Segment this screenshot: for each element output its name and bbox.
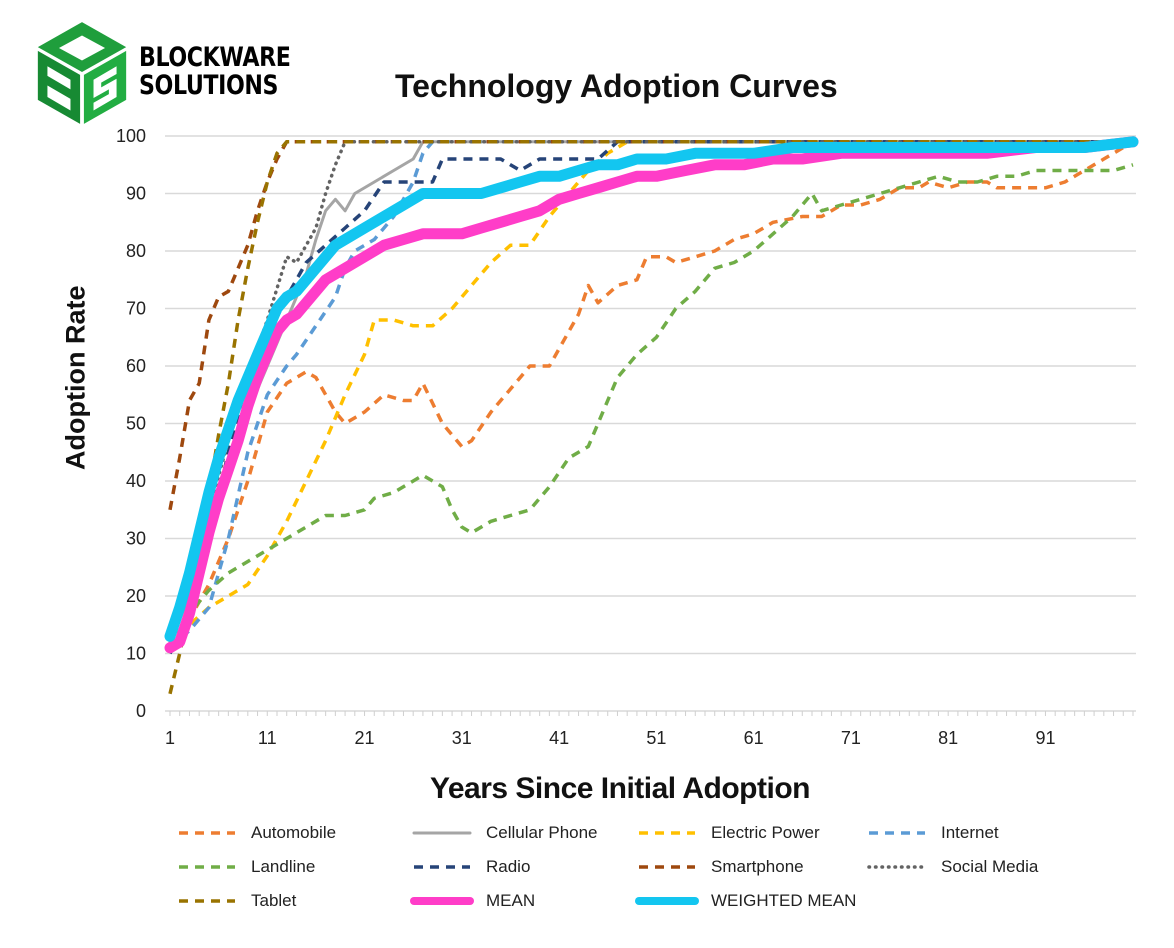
legend-label: Cellular Phone (486, 823, 598, 842)
legend-label: Radio (486, 857, 531, 876)
legend-label: Automobile (251, 823, 337, 842)
legend-item-tablet: Tablet (175, 888, 296, 914)
legend-item-landline: Landline (175, 854, 315, 880)
series-line-landline (168, 163, 1134, 649)
y-tick-label: 30 (126, 529, 146, 549)
brand-name-line1: BLOCKWARE (139, 42, 291, 73)
y-tick-label: 80 (126, 241, 146, 261)
x-tick-label: 11 (258, 728, 277, 748)
series-line-radio (168, 140, 1133, 655)
x-tick-label: 91 (1035, 728, 1055, 748)
y-tick-label: 40 (126, 471, 146, 491)
series-line-mean (164, 136, 1139, 654)
legend-item-mean: MEAN (410, 888, 535, 914)
brand-name-line2: SOLUTIONS (139, 70, 279, 101)
series-lines (164, 136, 1139, 695)
series-line-cellular-phone (168, 140, 1135, 644)
legend-swatch-cellular-phone-icon (412, 831, 472, 835)
series-line-smartphone (168, 140, 1133, 511)
y-tick-label: 10 (126, 644, 146, 664)
x-tick-label: 31 (452, 728, 472, 748)
blockware-logo-icon (37, 22, 127, 124)
brand-name: BLOCKWARE SOLUTIONS (139, 42, 291, 101)
legend-swatch-social-media-icon (867, 865, 927, 869)
x-axis-ticks: 1 11 21 31 41 51 61 71 81 91 (165, 728, 1055, 748)
y-tick-label: 70 (126, 299, 146, 319)
legend-swatch-tablet-icon (179, 899, 235, 903)
legend-label: Electric Power (711, 823, 820, 842)
legend-swatch-landline-icon (179, 865, 235, 869)
y-tick-label: 20 (126, 586, 146, 606)
legend-label: WEIGHTED MEAN (711, 891, 857, 910)
series-line-electric-power (168, 140, 1133, 649)
y-tick-label: 0 (136, 701, 146, 721)
legend-label: Smartphone (711, 857, 804, 876)
legend-item-smartphone: Smartphone (635, 854, 804, 880)
gridlines (165, 135, 1136, 716)
y-axis-ticks: 0 10 20 30 40 50 60 70 80 90 100 (116, 126, 146, 721)
legend-swatch-automobile-icon (179, 831, 235, 835)
chart-title: Technology Adoption Curves (395, 68, 838, 104)
series-line-tablet (168, 140, 1133, 695)
x-tick-label: 81 (938, 728, 958, 748)
legend-label: Tablet (251, 891, 297, 910)
legend-swatch-internet-icon (869, 831, 925, 835)
x-tick-label: 21 (355, 728, 375, 748)
x-tick-label: 71 (841, 728, 861, 748)
legend-item-weighted-mean: WEIGHTED MEAN (635, 888, 856, 914)
legend-label: Landline (251, 857, 316, 876)
legend-item-electric-power: Electric Power (635, 820, 820, 846)
y-tick-label: 50 (126, 414, 146, 434)
series-line-internet (168, 140, 1133, 650)
y-tick-label: 60 (126, 356, 146, 376)
x-tick-label: 1 (165, 728, 175, 748)
legend-swatch-mean-icon (410, 897, 474, 905)
legend-swatch-weighted-mean-icon (635, 897, 699, 905)
legend-label: Internet (941, 823, 999, 842)
series-line-automobile (168, 140, 1134, 649)
series-line-weighted-mean (164, 136, 1139, 642)
x-axis-label: Years Since Initial Adoption (430, 772, 810, 805)
x-tick-label: 61 (744, 728, 764, 748)
x-tick-label: 41 (549, 728, 569, 748)
series-line-social-media (168, 140, 1135, 650)
legend-item-internet: Internet (865, 820, 999, 846)
x-tick-label: 51 (646, 728, 666, 748)
legend-item-social-media: Social Media (865, 854, 1038, 880)
y-tick-label: 100 (116, 126, 146, 146)
y-tick-label: 90 (126, 184, 146, 204)
legend-label: Social Media (941, 857, 1039, 876)
legend-swatch-radio-icon (414, 865, 470, 869)
legend-item-radio: Radio (410, 854, 530, 880)
legend-item-automobile: Automobile (175, 820, 336, 846)
legend-item-cellular-phone: Cellular Phone (410, 820, 598, 846)
y-axis-label: Adoption Rate (60, 285, 91, 470)
legend-swatch-smartphone-icon (639, 865, 695, 869)
legend-label: MEAN (486, 891, 536, 910)
legend-swatch-electric-power-icon (639, 831, 695, 835)
